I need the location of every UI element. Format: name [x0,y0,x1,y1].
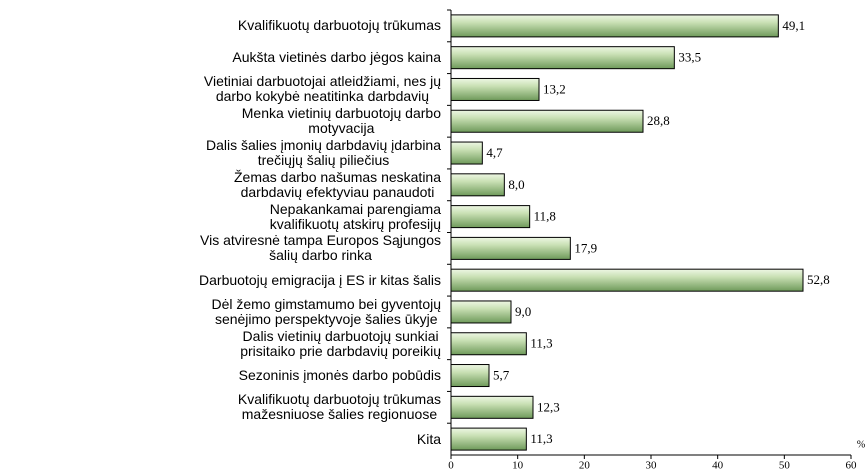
y-tick-label: Vis atviresnė tampa Europos Sąjungos šal… [200,232,441,264]
bar [450,332,527,356]
category-label-box: Žemas darbo našumas neskatina darbdavių … [0,169,441,201]
value-label: 28,8 [647,113,670,128]
bar [450,77,540,101]
y-tick-label: Kvalifikuotų darbuotojų trūkumas mažesni… [237,391,441,423]
y-tick-label: Menka vietinių darbuotojų darbo motyvaci… [241,105,441,137]
y-tick-label: Nepakankamai parengiama kvalifikuotų ats… [269,200,441,232]
category-label-box: Aukšta vietinės darbo jėgos kaina [0,42,441,74]
category-label-box: Darbuotojų emigracija į ES ir kitas šali… [0,264,441,296]
bar [450,395,534,419]
value-label: 11,8 [534,209,556,224]
bar [450,141,483,165]
y-tick-label: Dalis šalies įmonių darbdavių įdarbina t… [205,137,441,169]
bar [450,46,675,70]
y-tick-label: Kita [416,430,441,447]
category-label-box: Dalis vietinių darbuotojų sunkiai prisit… [0,328,441,360]
value-label: 13,2 [543,81,566,96]
value-label: 4,7 [486,145,503,160]
bar [450,205,531,229]
value-label: 33,5 [678,50,701,65]
y-tick-label: Dėl žemo gimstamumo bei gyventojų senėji… [211,295,441,327]
x-tick-label: 10 [512,460,524,472]
value-label: 11,3 [530,431,552,446]
x-tick-label: 0 [448,460,454,472]
value-label: 49,1 [782,18,805,33]
category-label-box: Sezoninis įmonės darbo pobūdis [0,360,441,392]
y-tick-label: Vietiniai darbuotojai atleidžiami, nes j… [203,73,441,105]
value-label: 52,8 [807,272,830,287]
y-tick-label: Darbuotojų emigracija į ES ir kitas šali… [199,271,441,288]
x-tick-label: 60 [846,460,858,472]
category-label-box: Vis atviresnė tampa Europos Sąjungos šal… [0,233,441,265]
bar [450,268,804,292]
x-tick-label: 20 [579,460,591,472]
y-tick-label: Dalis vietinių darbuotojų sunkiai prisit… [240,327,441,359]
category-label-box: Vietiniai darbuotojai atleidžiami, nes j… [0,74,441,106]
y-tick-label: Aukšta vietinės darbo jėgos kaina [232,49,441,66]
category-label-box: Kvalifikuotų darbuotojų trūkumas mažesni… [0,391,441,423]
category-label-box: Menka vietinių darbuotojų darbo motyvaci… [0,105,441,137]
bar [450,109,644,133]
value-label: 12,3 [537,399,560,414]
bar [450,236,571,260]
value-label: 8,0 [508,177,524,192]
category-label-box: Nepakankamai parengiama kvalifikuotų ats… [0,201,441,233]
bar [450,173,505,197]
category-label-box: Kvalifikuotų darbuotojų trūkumas [0,10,441,42]
bar [450,364,490,388]
bar [450,427,527,451]
value-label: 17,9 [574,240,597,255]
bar [450,300,512,324]
value-label: 9,0 [515,304,531,319]
category-label-box: Dėl žemo gimstamumo bei gyventojų senėji… [0,296,441,328]
x-tick-label: 30 [646,460,658,472]
y-tick-label: Kvalifikuotų darbuotojų trūkumas [237,17,441,34]
value-label: 5,7 [493,368,510,383]
x-axis-label: % [857,439,865,450]
x-tick-label: 40 [712,460,724,472]
value-label: 11,3 [530,336,552,351]
x-tick-label: 50 [779,460,791,472]
category-label-box: Kita [0,423,441,455]
y-tick-label: Žemas darbo našumas neskatina darbdavių … [234,168,441,200]
y-tick-label: Sezoninis įmonės darbo pobūdis [238,367,441,384]
bar [450,14,779,38]
category-label-box: Dalis šalies įmonių darbdavių įdarbina t… [0,137,441,169]
